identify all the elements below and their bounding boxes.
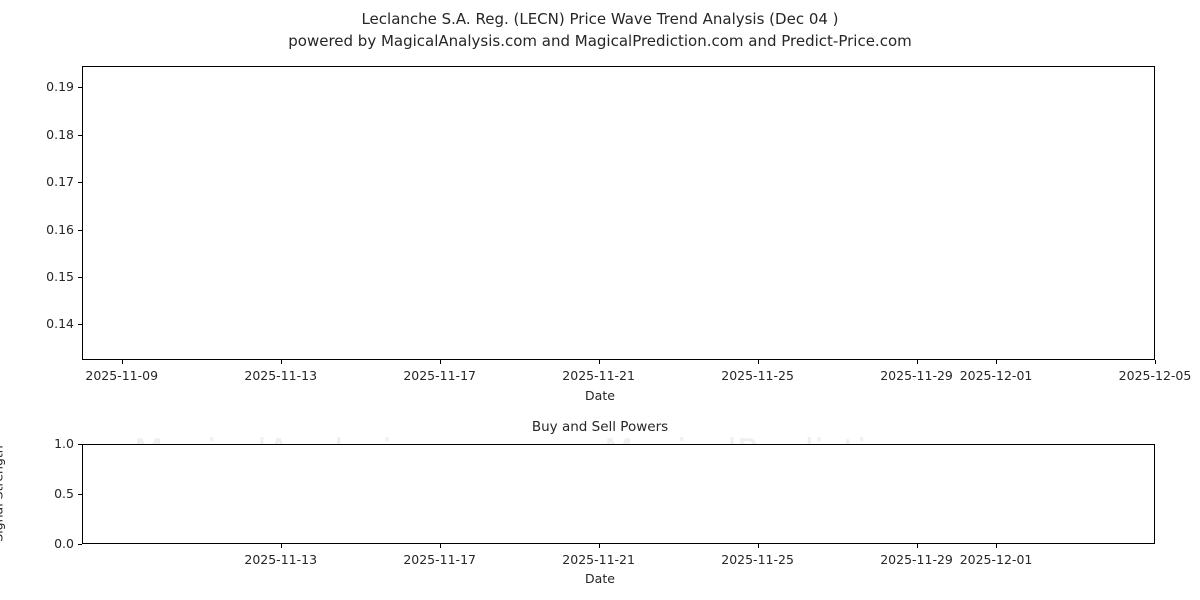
power-x-tickmark bbox=[439, 544, 441, 548]
price-x-tickmark bbox=[439, 360, 441, 364]
price-x-tickmark bbox=[121, 360, 123, 364]
price-y-tick: 0.14 bbox=[46, 316, 74, 332]
power-y-tick: 0.0 bbox=[54, 536, 74, 551]
title-block: Leclanche S.A. Reg. (LECN) Price Wave Tr… bbox=[0, 8, 1200, 52]
power-y-tickmark bbox=[78, 544, 82, 545]
price-x-tick: 2025-11-13 bbox=[244, 368, 318, 383]
price-y-tick: 0.19 bbox=[46, 79, 74, 95]
price-y-axis-label: Price bbox=[0, 178, 2, 238]
price-y-tick: 0.15 bbox=[46, 269, 74, 285]
power-x-tick: 2025-11-25 bbox=[721, 552, 794, 567]
page-title: Leclanche S.A. Reg. (LECN) Price Wave Tr… bbox=[361, 10, 839, 28]
price-x-tick: 2025-11-29 bbox=[880, 368, 953, 383]
price-y-tick: 0.16 bbox=[46, 221, 74, 237]
price-x-tick: 2025-11-25 bbox=[721, 368, 794, 383]
price-y-tick: 0.17 bbox=[46, 174, 74, 190]
price-x-tick: 2025-11-17 bbox=[403, 368, 476, 383]
price-x-tick: 2025-11-21 bbox=[562, 368, 635, 383]
price-chart-panel bbox=[82, 66, 1155, 360]
power-x-tickmark bbox=[757, 544, 759, 548]
price-x-tickmark bbox=[598, 360, 600, 364]
price-y-tickmark bbox=[78, 277, 82, 279]
power-x-tick: 2025-11-17 bbox=[403, 552, 476, 567]
price-x-axis-label: Date bbox=[585, 388, 615, 403]
price-x-tickmark bbox=[280, 360, 282, 364]
power-chart-title: Buy and Sell Powers bbox=[531, 419, 669, 435]
power-x-tickmark bbox=[280, 544, 282, 548]
power-x-tick: 2025-12-01 bbox=[959, 552, 1033, 567]
power-x-tickmark bbox=[598, 544, 600, 548]
power-y-tick: 1.0 bbox=[54, 436, 74, 451]
price-y-tick: 0.18 bbox=[46, 126, 74, 142]
price-x-tick: 2025-12-01 bbox=[959, 368, 1033, 383]
power-chart-panel bbox=[82, 444, 1155, 544]
price-y-tickmark bbox=[78, 182, 82, 184]
power-plot-frame bbox=[82, 444, 1155, 544]
price-y-tickmark bbox=[78, 134, 82, 136]
price-y-tickmark bbox=[78, 87, 82, 89]
power-x-axis-label: Date bbox=[585, 571, 615, 586]
price-y-tickmark bbox=[78, 324, 82, 326]
power-x-tickmark bbox=[996, 544, 998, 548]
power-y-tick: 0.5 bbox=[54, 486, 74, 501]
price-plot-frame bbox=[82, 66, 1155, 360]
price-x-tickmark bbox=[996, 360, 998, 364]
price-x-tick: 2025-11-09 bbox=[85, 368, 159, 383]
power-y-axis-label: Signal Strength bbox=[0, 445, 6, 542]
price-x-tickmark bbox=[1155, 360, 1156, 364]
power-y-tickmark bbox=[78, 494, 82, 495]
price-y-tickmark bbox=[78, 229, 82, 231]
price-x-tickmark bbox=[757, 360, 759, 364]
power-x-tick: 2025-11-29 bbox=[880, 552, 953, 567]
price-x-tick: 2025-12-05 bbox=[1118, 368, 1192, 383]
power-x-tickmark bbox=[916, 544, 918, 548]
price-x-tickmark bbox=[916, 360, 918, 364]
power-y-tickmark bbox=[78, 444, 82, 445]
power-x-tick: 2025-11-13 bbox=[244, 552, 318, 567]
page-subtitle: powered by MagicalAnalysis.com and Magic… bbox=[288, 32, 912, 50]
power-x-tick: 2025-11-21 bbox=[562, 552, 635, 567]
